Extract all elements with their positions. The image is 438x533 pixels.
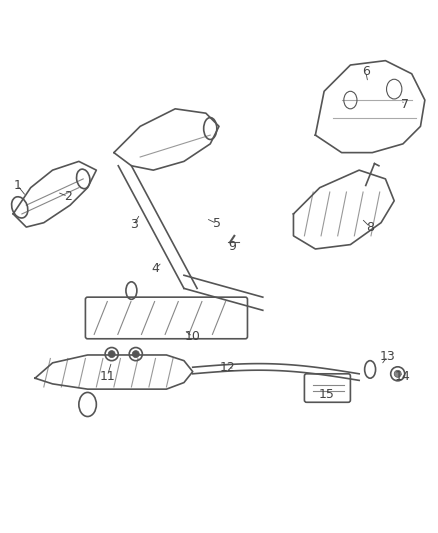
Text: 9: 9 bbox=[228, 240, 236, 253]
Text: 6: 6 bbox=[362, 65, 370, 78]
Circle shape bbox=[108, 351, 115, 358]
Circle shape bbox=[394, 370, 401, 377]
Text: 14: 14 bbox=[395, 370, 411, 383]
Text: 3: 3 bbox=[130, 219, 138, 231]
Text: 2: 2 bbox=[64, 190, 72, 203]
Text: 13: 13 bbox=[380, 350, 396, 363]
Text: 15: 15 bbox=[318, 388, 334, 401]
Text: 11: 11 bbox=[99, 369, 115, 383]
Text: 12: 12 bbox=[220, 361, 236, 374]
Text: 1: 1 bbox=[14, 179, 21, 192]
Text: 4: 4 bbox=[152, 262, 159, 275]
Text: 10: 10 bbox=[185, 330, 201, 343]
Text: 8: 8 bbox=[366, 221, 374, 233]
Text: 7: 7 bbox=[401, 98, 409, 111]
Circle shape bbox=[132, 351, 139, 358]
Text: 5: 5 bbox=[213, 217, 221, 230]
